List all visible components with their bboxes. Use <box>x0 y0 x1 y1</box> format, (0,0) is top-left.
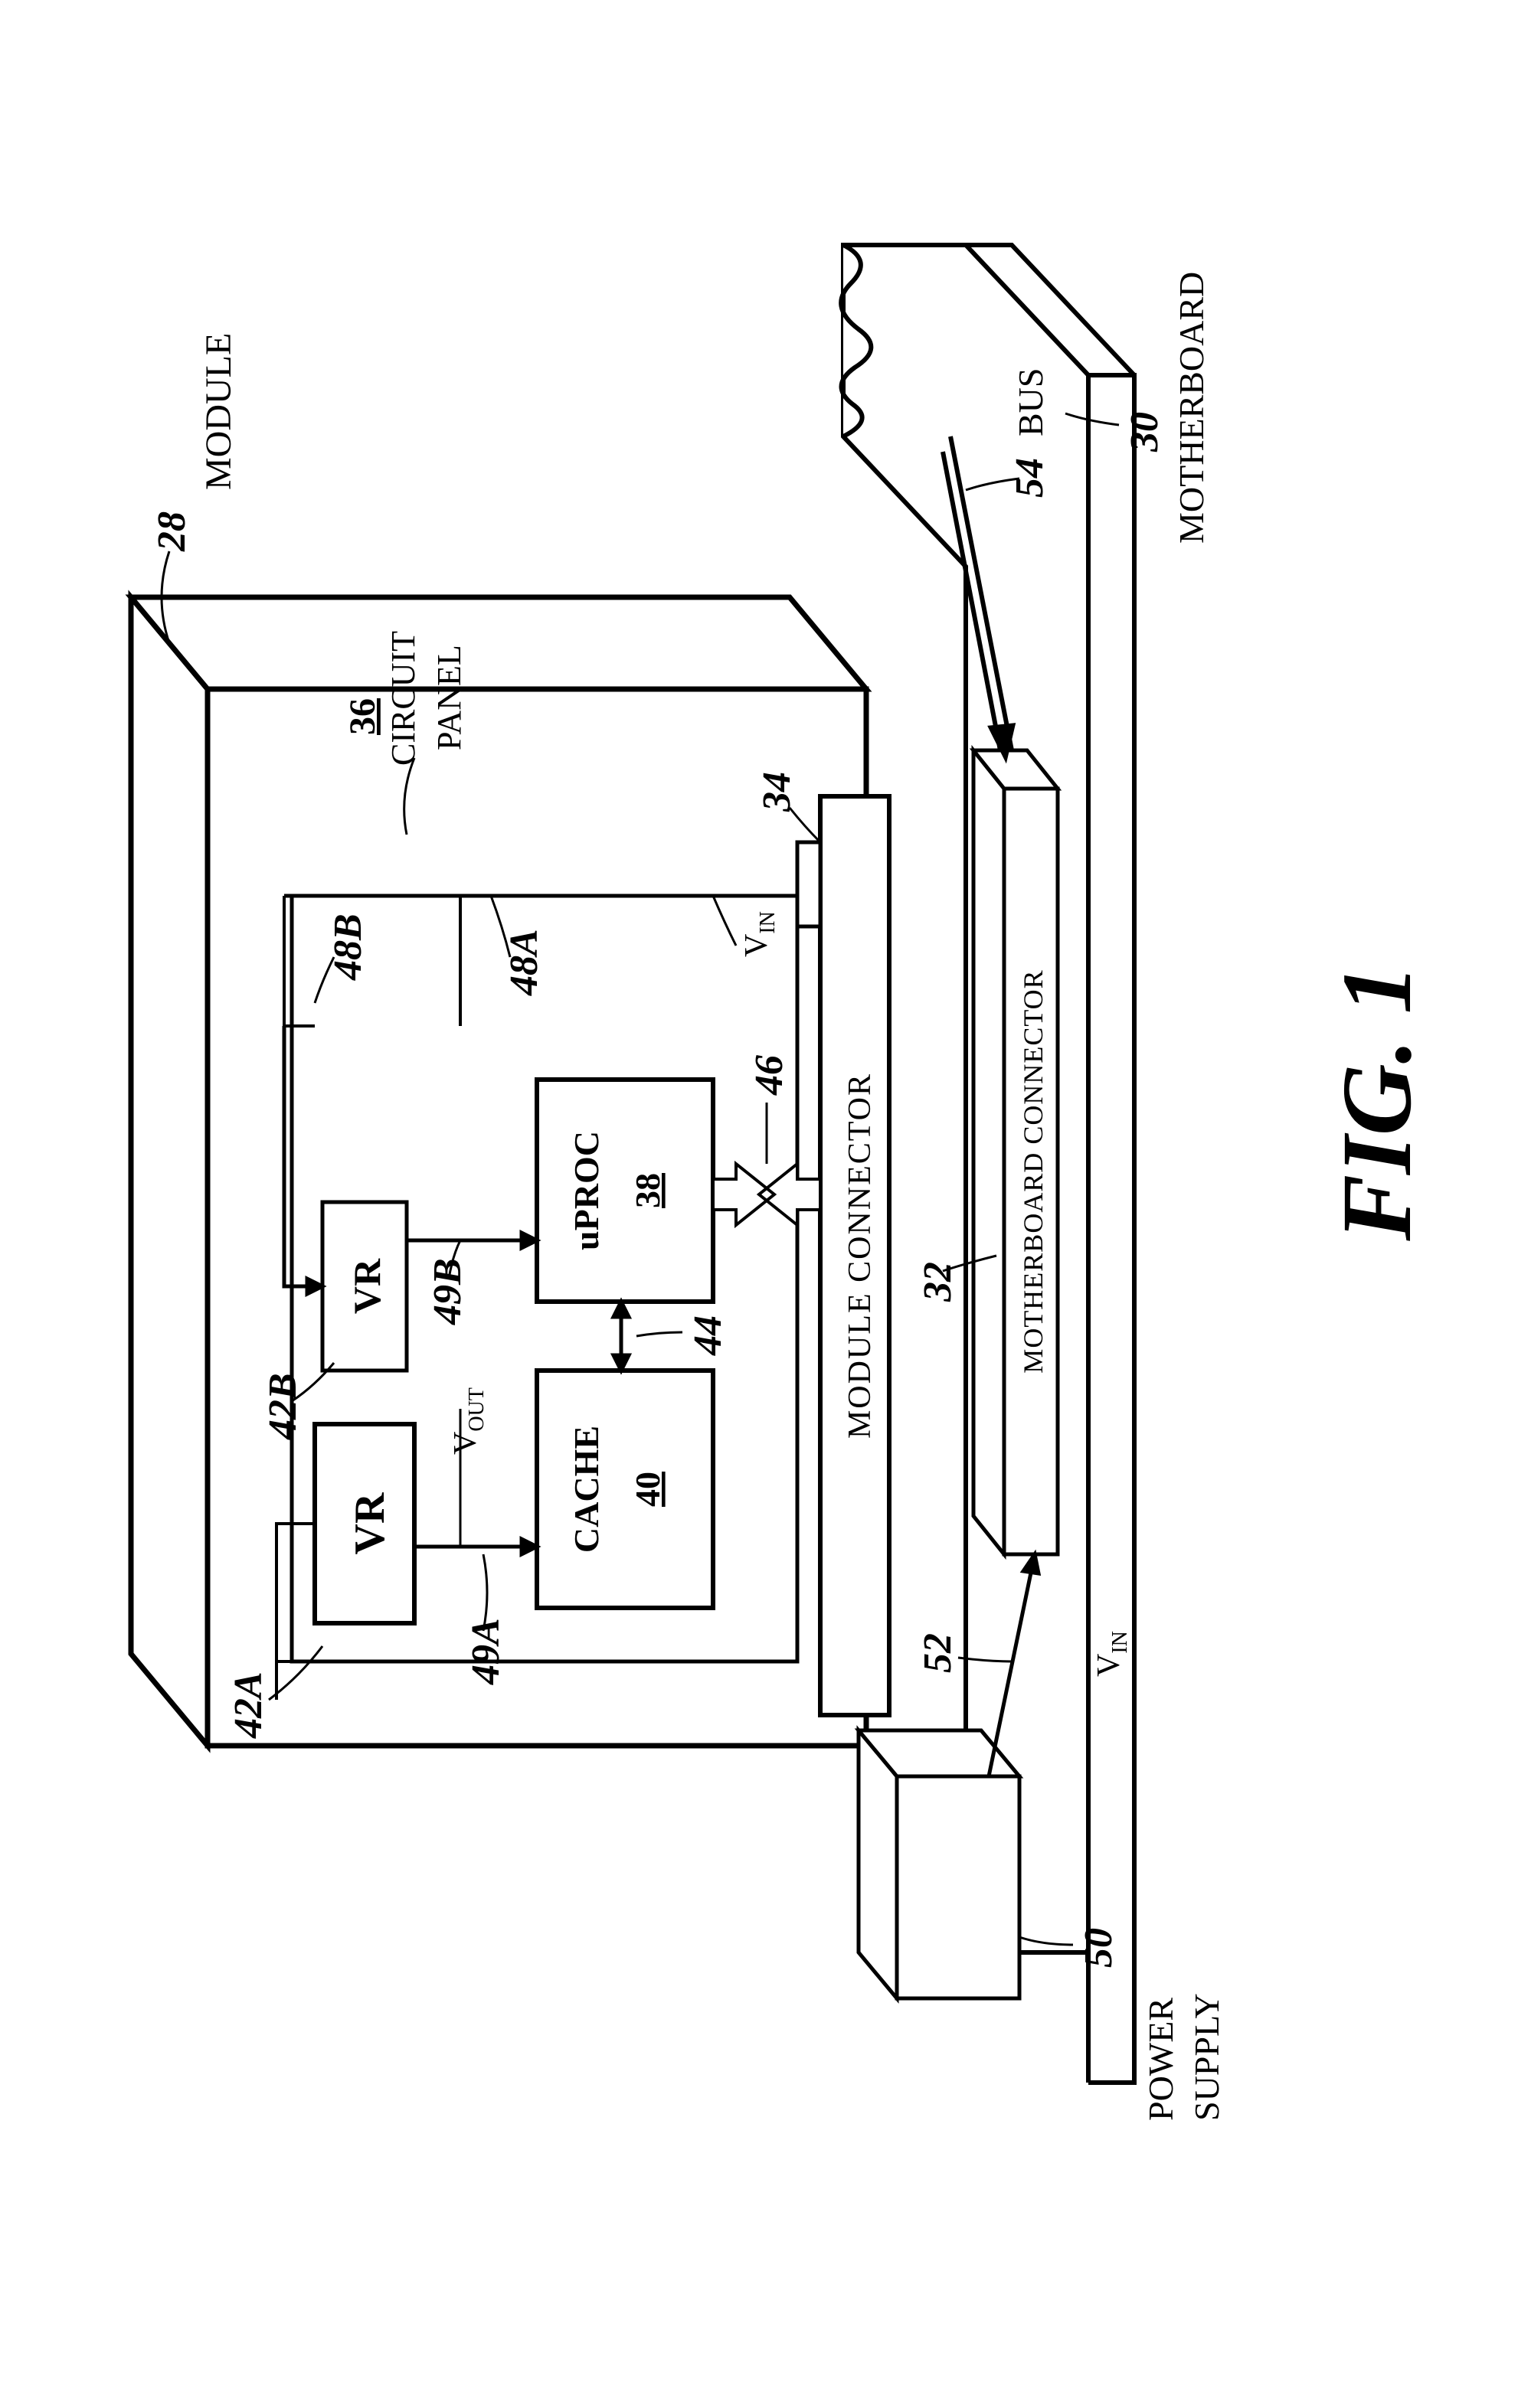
uproc-text: uPROC <box>567 1131 606 1250</box>
r52: 52 <box>916 1633 960 1673</box>
bus-label: BUS <box>1011 368 1050 436</box>
uproc-box <box>537 1080 713 1302</box>
supply-label: SUPPLY <box>1187 1993 1226 2121</box>
r48b: 48B <box>326 913 370 981</box>
vr-a-text: VR <box>346 1492 394 1554</box>
power-supply-box <box>859 1730 1019 1998</box>
power-label: POWER <box>1141 1998 1180 2121</box>
figure-container: VR VR CACHE 40 uPROC 38 MODULE CONNECTOR… <box>31 31 1487 2328</box>
module-shape <box>131 597 866 1746</box>
mb-connector-text: MOTHERBOARD CONNECTOR <box>1018 969 1049 1373</box>
figure-label: FIG. 1 <box>1322 964 1432 1241</box>
vin-mb-label: VIN <box>1091 1631 1132 1677</box>
diagram-svg: VR VR CACHE 40 uPROC 38 MODULE CONNECTOR… <box>31 31 1487 2328</box>
circuit-label: CIRCUIT <box>384 631 422 766</box>
r46: 46 <box>748 1055 791 1096</box>
r49b: 49B <box>426 1258 469 1325</box>
r54: 54 <box>1008 458 1052 498</box>
motherboard-label: MOTHERBOARD <box>1172 272 1211 544</box>
module-connector-text: MODULE CONNECTOR <box>842 1073 878 1439</box>
r44: 44 <box>686 1315 730 1356</box>
r42a: 42A <box>227 1671 270 1739</box>
uproc-ref: 38 <box>628 1173 667 1208</box>
r28: 28 <box>150 511 194 552</box>
r49a: 49A <box>464 1618 508 1685</box>
r48a: 48A <box>502 929 546 996</box>
r30: 30 <box>1123 412 1166 453</box>
r32: 32 <box>916 1262 960 1302</box>
cache-text: CACHE <box>567 1426 606 1553</box>
module-label: MODULE <box>198 333 239 490</box>
r34: 34 <box>755 772 799 812</box>
cache-ref: 40 <box>628 1472 667 1507</box>
r50: 50 <box>1077 1928 1121 1968</box>
r36: 36 <box>342 698 383 735</box>
cache-box <box>537 1371 713 1608</box>
vr-b-text: VR <box>345 1258 388 1314</box>
panel-label: PANEL <box>430 645 468 750</box>
r42b: 42B <box>261 1373 305 1440</box>
